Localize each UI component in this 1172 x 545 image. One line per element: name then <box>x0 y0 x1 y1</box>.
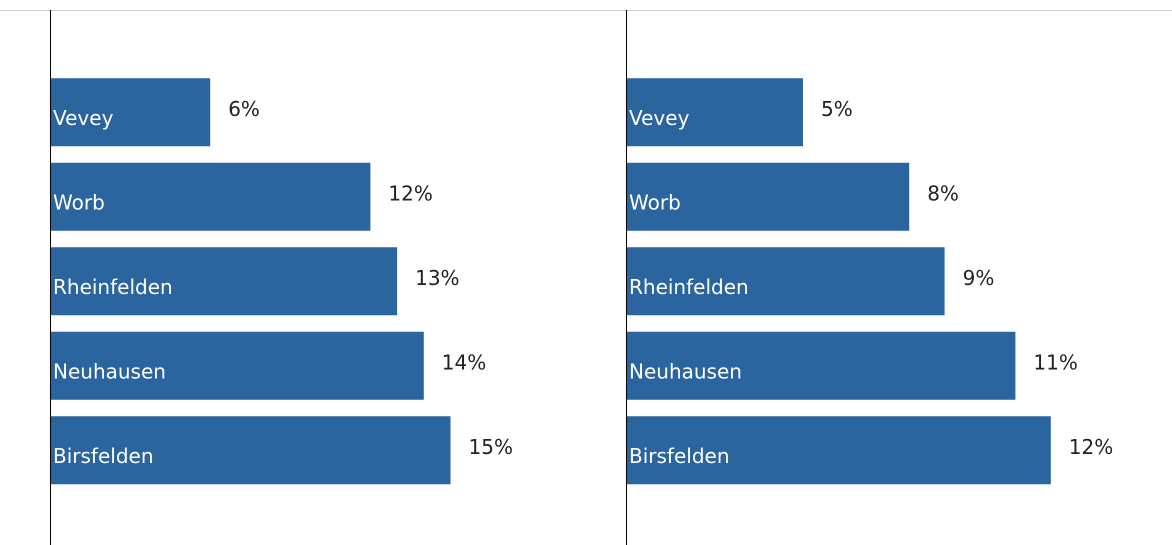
value-label: 6% <box>228 97 260 121</box>
category-label: Birsfelden <box>53 444 154 468</box>
value-label: 12% <box>388 181 432 205</box>
category-label: Birsfelden <box>629 444 730 468</box>
value-label: 14% <box>442 350 486 374</box>
bar <box>50 416 451 485</box>
category-label: Worb <box>629 190 681 214</box>
bar <box>50 331 424 400</box>
category-label: Worb <box>53 190 105 214</box>
bar <box>626 416 1051 485</box>
category-label: Rheinfelden <box>629 275 749 299</box>
bar <box>50 247 398 316</box>
bar <box>626 247 945 316</box>
bar <box>50 162 371 231</box>
value-label: 11% <box>1033 350 1077 374</box>
value-label: 9% <box>963 266 995 290</box>
value-label: 5% <box>821 97 853 121</box>
bar <box>626 331 1016 400</box>
bar <box>626 78 803 147</box>
value-label: 15% <box>469 435 513 459</box>
category-label: Neuhausen <box>53 359 166 383</box>
value-label: 13% <box>415 266 459 290</box>
bar <box>626 162 910 231</box>
bar <box>50 78 211 147</box>
category-label: Rheinfelden <box>53 275 173 299</box>
category-label: Neuhausen <box>629 359 742 383</box>
value-label: 8% <box>927 181 959 205</box>
category-label: Vevey <box>53 106 114 130</box>
value-label: 12% <box>1069 435 1113 459</box>
category-label: Vevey <box>629 106 690 130</box>
